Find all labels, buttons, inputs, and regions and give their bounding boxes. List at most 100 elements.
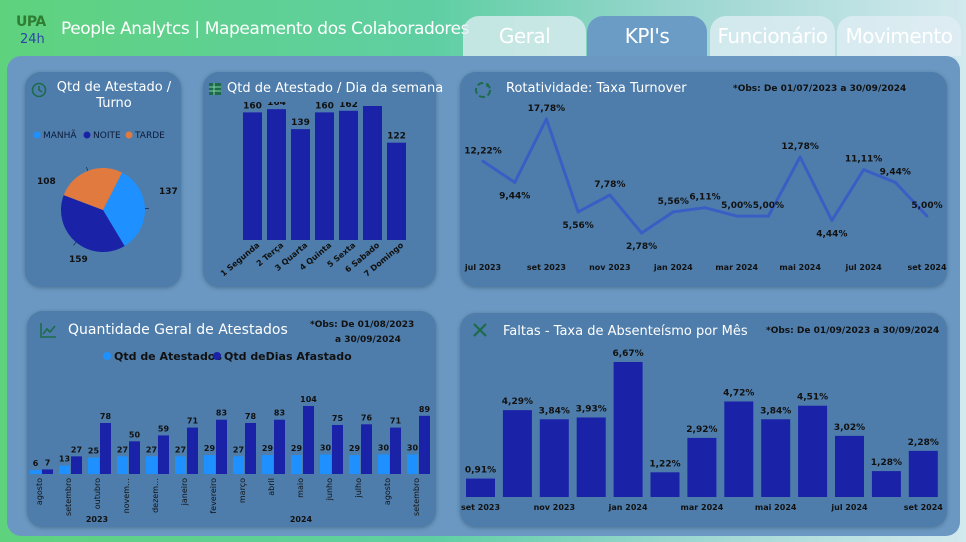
turnover-point-13 [893,180,897,184]
turnover-label-0: 12,22% [464,146,502,156]
atestados-bar-1-8 [274,419,285,474]
atestados-bar-1-0 [42,469,53,474]
abs-tick-5: jul 2024 [830,503,868,512]
pie-leader-1 [73,242,77,246]
abs-bar-9 [798,405,828,497]
panel-atestados: Quantidade Geral de Atestados *Obs: De 0… [27,311,436,527]
atestados-bar-1-12 [390,427,401,474]
atestados-bar-0-10 [320,454,331,474]
turnover-label-2: 17,78% [528,104,566,114]
atestados-value-0-3: 27 [117,445,128,454]
atestados-value-1-7: 78 [245,412,257,421]
bar-chart-absenteismo: 0,91% 4,29% 3,84% 3,93% 6,67% 1,22% 2,92% 4,72%… [461,349,943,512]
turnover-point-0 [481,159,485,163]
legend-label-0: MANHÃ [43,130,77,141]
turnover-point-6 [671,210,675,214]
tab-geral[interactable]: Geral [463,16,586,56]
tab-kpis[interactable]: KPI's [587,16,707,56]
atestados-value-0-2: 25 [88,447,100,456]
atestados-bar-1-2 [100,423,111,474]
atestados-tick-10: junho [325,478,334,501]
atestados-bar-0-3 [117,456,128,474]
pie-slice-0 [103,172,145,247]
absenteismo-obs: *Obs: De 01/09/2023 a 30/09/2024 [766,326,940,336]
atestados-value-0-1: 13 [59,455,70,464]
atestados-bar-1-7 [245,423,256,474]
pie-label-2: 108 [37,177,56,187]
abs-value-12: 2,28% [908,438,939,448]
atestados-tick-9: maio [296,478,305,498]
atestados-value-0-11: 29 [349,444,361,453]
atestados-value-0-7: 27 [233,445,244,454]
dia-bar-6 [387,142,406,240]
abs-value-7: 4,72% [723,388,754,398]
turnover-obs: *Obs: De 01/07/2023 a 30/09/2024 [733,84,907,94]
atestados-legend-label-1: Qtd deDias Afastado [224,350,352,363]
year-label-1: 2024 [290,515,313,524]
abs-value-5: 1,22% [649,459,680,469]
pie-label-0: 137 [159,187,178,197]
atestados-bar-1-13 [419,415,430,474]
tab-funcionario[interactable]: Funcionário [710,16,835,56]
atestados-bar-0-2 [88,457,99,474]
abs-value-11: 1,28% [871,458,902,468]
tab-movimento[interactable]: Movimento [837,16,961,56]
abs-value-2: 3,84% [539,406,570,416]
panel-turnover: Rotatividade: Taxa Turnover *Obs: De 01/… [460,72,947,287]
pie-slice-2 [63,168,123,210]
atestados-tick-0: agosto [35,478,44,505]
turnover-tick-5: mai 2024 [779,263,821,272]
atestados-value-0-5: 27 [175,445,186,454]
trend-icon [40,323,56,338]
atestados-value-1-3: 50 [129,430,141,439]
turnover-label-12: 11,11% [845,155,883,165]
atestados-obs-2: a 30/09/2024 [335,335,401,345]
atestados-value-0-9: 29 [291,444,303,453]
abs-bar-7 [724,401,754,497]
atestados-legend-dot-1 [213,352,221,360]
dia-value-4: 162 [339,102,358,110]
turnover-tick-4: mar 2024 [715,263,758,272]
legend-dot-1 [83,131,91,139]
atestados-value-1-10: 75 [332,414,344,423]
page-title: People Analytcs | Mapeamento dos Colabor… [61,19,470,39]
atestados-bar-1-11 [361,424,372,474]
atestados-obs-1: *Obs: De 01/08/2023 [310,320,415,330]
atestados-value-1-8: 83 [274,409,285,418]
turnover-point-11 [830,218,834,222]
atestados-value-1-11: 76 [361,413,373,422]
panel-absenteismo-title: Faltas - Taxa de Absenteísmo por Mês [503,324,748,339]
logo-sub: 24h [20,32,45,47]
abs-value-10: 3,02% [834,423,865,433]
abs-tick-4: mai 2024 [755,503,797,512]
clock-icon [31,82,47,98]
turnover-point-9 [766,214,770,218]
header: UPA 24h People Analytcs | Mapeamento dos… [0,0,966,58]
pie-chart-turno: MANHÃ NOITE TARDE 137 159 108 [33,130,178,265]
pie-label-1: 159 [69,255,88,265]
atestados-bar-0-9 [291,455,302,474]
turnover-point-3 [576,210,580,214]
panel-dia-semana-title: Qtd de Atestado / Dia da semana [227,81,444,96]
atestados-tick-11: julho [354,478,363,499]
turnover-point-4 [608,193,612,197]
turnover-point-12 [862,168,866,172]
turnover-tick-6: jul 2024 [844,263,882,272]
legend-dot-2 [125,131,133,139]
abs-bar-10 [835,435,864,497]
atestados-value-0-0: 6 [33,459,39,468]
dia-bar-0 [243,112,262,240]
panel-atestados-title: Quantidade Geral de Atestados [68,322,288,338]
dia-bar-4 [339,110,358,241]
turnover-label-9: 5,00% [753,201,784,211]
turnover-tick-0: jul 2023 [464,263,501,272]
table-icon [209,83,221,95]
atestados-value-1-6: 83 [216,409,227,418]
turnover-point-8 [735,214,739,218]
year-label-0: 2023 [86,515,108,524]
panel-dia-semana: Qtd de Atestado / Dia da semana 160 1 Seg… [203,72,443,287]
dia-value-5: 168 [363,102,382,105]
turnover-line [482,117,929,235]
turnover-label-5: 2,78% [626,242,657,252]
atestados-value-0-12: 30 [378,443,390,452]
